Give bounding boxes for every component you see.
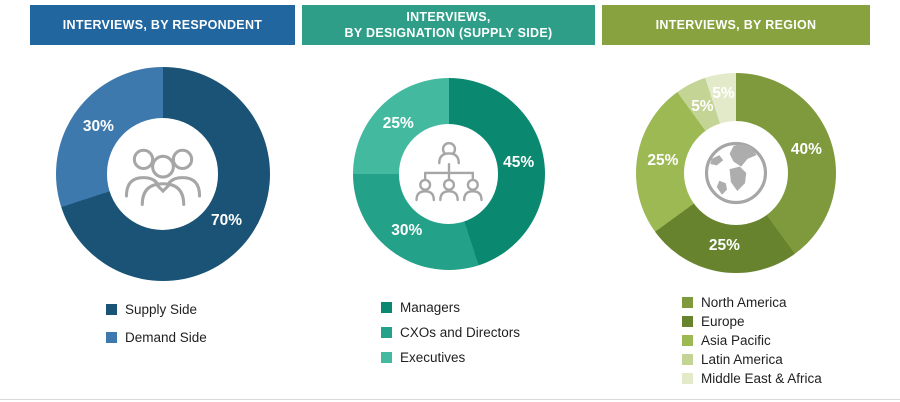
legend-label: Executives <box>400 350 466 365</box>
legend-label: Supply Side <box>125 302 198 317</box>
donut-area: 45% 30% 25% <box>302 78 595 270</box>
legend-label: Managers <box>400 300 461 315</box>
panel-title: INTERVIEWS, BY RESPONDENT <box>62 17 263 32</box>
segment-percent-label: 45% <box>503 153 535 171</box>
legend-swatch <box>381 302 392 313</box>
legend-item: Demand Side <box>106 330 295 345</box>
legend-item: CXOs and Directors <box>381 325 595 340</box>
segment-percent-label: 30% <box>82 118 114 136</box>
legend-label: North America <box>701 295 787 310</box>
panel-interviews-by-designation: INTERVIEWS, BY DESIGNATION (SUPPLY SIDE) <box>302 5 595 386</box>
legend-item: Supply Side <box>106 302 295 317</box>
legend-designation: Managers CXOs and Directors Executives <box>381 300 595 365</box>
donut-hole <box>398 124 499 224</box>
legend-swatch <box>682 335 693 346</box>
segment-percent-label: 70% <box>211 211 243 229</box>
panel-title: INTERVIEWS, BY REGION <box>655 17 817 32</box>
legend-label: Asia Pacific <box>701 333 771 348</box>
legend-respondent: Supply Side Demand Side <box>106 302 295 345</box>
panel-title: INTERVIEWS, BY DESIGNATION (SUPPLY SIDE) <box>344 9 553 40</box>
donut-area: 70% 30% <box>30 67 295 281</box>
legend-swatch <box>682 297 693 308</box>
legend-region: North America Europe Asia Pacific Latin Ame… <box>682 295 870 386</box>
segment-percent-label: 5% <box>712 84 735 102</box>
legend-label: Middle East & Africa <box>701 371 822 386</box>
legend-label: Demand Side <box>125 330 207 345</box>
legend-swatch <box>682 354 693 365</box>
legend-swatch <box>106 332 117 343</box>
donut-hole <box>684 121 788 225</box>
legend-label: Europe <box>701 314 745 329</box>
donut-chart-region: 40% 25% 25% 5% 5% <box>636 73 836 273</box>
panel-header: INTERVIEWS, BY REGION <box>602 5 870 45</box>
legend-swatch <box>381 327 392 338</box>
people-group-icon <box>124 148 201 206</box>
panel-header: INTERVIEWS, BY RESPONDENT <box>30 5 295 45</box>
legend-swatch <box>381 352 392 363</box>
legend-item: North America <box>682 295 870 310</box>
legend-swatch <box>106 304 117 315</box>
segment-percent-label: 5% <box>691 98 714 116</box>
donut-area: 40% 25% 25% 5% 5% <box>602 73 870 273</box>
legend-item: Managers <box>381 300 595 315</box>
segment-percent-label: 25% <box>647 152 679 170</box>
donut-chart-designation: 45% 30% 25% <box>352 78 545 270</box>
panel-interviews-by-region: INTERVIEWS, BY REGION 40% 25% 25% 5% 5% <box>602 5 870 386</box>
legend-item: Europe <box>682 314 870 329</box>
globe-icon <box>704 141 768 205</box>
charts-row: INTERVIEWS, BY RESPONDENT <box>30 5 870 386</box>
org-chart-icon <box>414 141 483 202</box>
legend-item: Latin America <box>682 352 870 367</box>
donut-hole <box>106 118 219 230</box>
legend-item: Asia Pacific <box>682 333 870 348</box>
legend-label: Latin America <box>701 352 783 367</box>
legend-swatch <box>682 316 693 327</box>
legend-item: Middle East & Africa <box>682 371 870 386</box>
panel-header: INTERVIEWS, BY DESIGNATION (SUPPLY SIDE) <box>302 5 595 45</box>
segment-percent-label: 30% <box>391 222 423 240</box>
panel-interviews-by-respondent: INTERVIEWS, BY RESPONDENT <box>30 5 295 386</box>
segment-percent-label: 25% <box>382 114 414 132</box>
segment-percent-label: 40% <box>790 141 822 159</box>
legend-label: CXOs and Directors <box>400 325 521 340</box>
segment-percent-label: 25% <box>708 237 740 255</box>
legend-swatch <box>682 373 693 384</box>
donut-chart-respondent: 70% 30% <box>55 67 270 281</box>
legend-item: Executives <box>381 350 595 365</box>
